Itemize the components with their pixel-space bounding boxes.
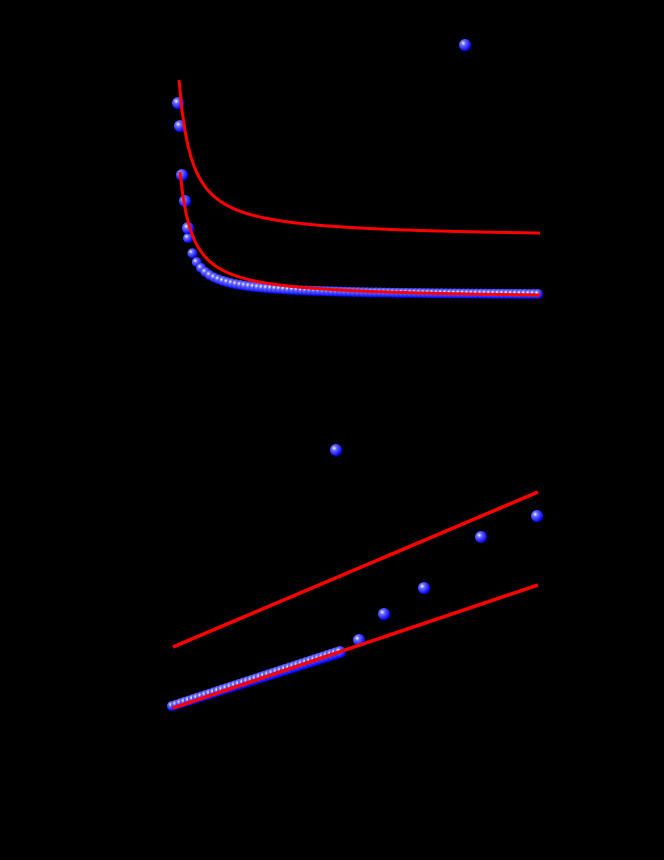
data-point — [459, 39, 471, 51]
data-point — [330, 444, 342, 456]
data-point — [475, 531, 487, 543]
data-point — [378, 608, 390, 620]
data-point — [531, 510, 543, 522]
data-point — [187, 248, 197, 258]
background — [0, 0, 664, 860]
chart-canvas — [0, 0, 664, 860]
data-point — [418, 582, 430, 594]
